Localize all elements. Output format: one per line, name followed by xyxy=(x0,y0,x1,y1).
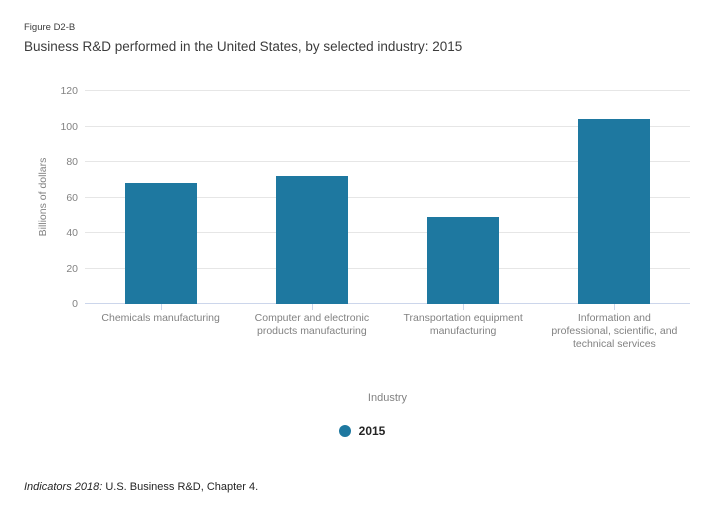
x-category-label: Information and professional, scientific,… xyxy=(551,312,678,350)
x-axis-title: Industry xyxy=(367,392,408,404)
source-note-italic: Indicators 2018: xyxy=(24,481,103,493)
gridline xyxy=(85,232,690,233)
bar-2 xyxy=(275,176,348,304)
y-tick-label: 40 xyxy=(66,227,78,239)
legend[interactable]: 2015 xyxy=(0,424,724,438)
y-tick-label: 80 xyxy=(66,156,78,168)
x-axis-line xyxy=(85,303,690,304)
legend-series-label: 2015 xyxy=(358,424,386,438)
bar-1 xyxy=(124,183,197,304)
gridline xyxy=(85,267,690,269)
gridline xyxy=(85,196,690,198)
source-note: Indicators 2018: U.S. Business R&D, Chap… xyxy=(24,481,258,493)
x-category-label: Computer and electronic products manufact… xyxy=(254,312,370,337)
x-tick-mark xyxy=(614,304,616,310)
gridline xyxy=(85,90,690,91)
chart-title: Business R&D performed in the United Sta… xyxy=(24,39,463,54)
x-category-label: Chemicals manufacturing xyxy=(101,312,220,324)
y-tick-label: 0 xyxy=(72,298,78,310)
figure-label: Figure D2-B xyxy=(24,22,76,33)
y-tick-label: 60 xyxy=(66,191,78,204)
legend-series-dot-icon xyxy=(338,425,351,437)
x-category-label: Transportation equipment manufacturing xyxy=(403,312,523,337)
plot-area xyxy=(85,90,690,310)
x-tick-mark xyxy=(463,304,465,310)
x-tick-mark xyxy=(160,304,162,310)
bar-4 xyxy=(578,119,651,304)
y-tick-label: 120 xyxy=(60,85,78,97)
y-tick-label: 100 xyxy=(60,120,78,133)
y-tick-label: 20 xyxy=(66,262,78,275)
gridline xyxy=(85,125,690,127)
x-tick-mark xyxy=(311,304,313,310)
source-note-rest: U.S. Business R&D, Chapter 4. xyxy=(102,481,259,493)
bar-3 xyxy=(427,217,500,304)
gridline xyxy=(85,161,690,162)
